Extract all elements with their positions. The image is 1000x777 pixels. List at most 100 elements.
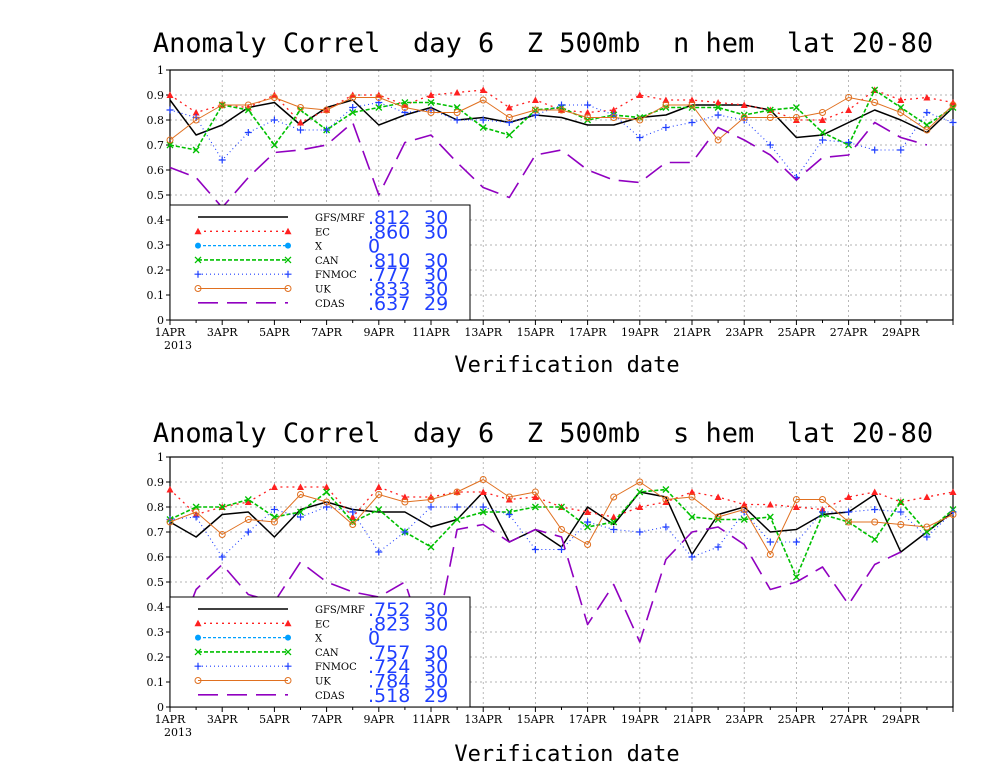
data-point — [192, 503, 200, 511]
data-point — [531, 96, 539, 103]
legend-series-count: 30 — [424, 221, 448, 243]
data-point — [375, 491, 383, 498]
data-point — [244, 496, 252, 503]
data-point — [349, 94, 357, 101]
data-point — [584, 109, 592, 116]
data-point — [871, 536, 879, 543]
data-point — [897, 498, 905, 506]
data-point — [244, 129, 252, 136]
y-tick-label: 0.1 — [147, 289, 165, 302]
year-label: 2013 — [164, 339, 192, 352]
legend-marker — [285, 634, 291, 641]
legend-series-name: GFS/MRF — [315, 605, 365, 616]
data-point — [558, 106, 565, 114]
data-point — [479, 503, 487, 511]
legend-series-mean: 0 — [368, 628, 380, 650]
data-point — [270, 518, 278, 526]
data-point — [297, 104, 304, 111]
data-point — [714, 513, 722, 521]
series-line — [169, 491, 954, 556]
data-point — [610, 513, 618, 520]
data-point — [714, 493, 722, 500]
y-tick-label: 1 — [157, 451, 164, 464]
data-point — [401, 99, 409, 106]
data-point — [375, 104, 383, 111]
data-point — [401, 498, 409, 506]
data-point — [897, 146, 905, 154]
data-point — [375, 94, 383, 101]
data-point — [453, 104, 461, 111]
data-point — [740, 501, 748, 508]
data-point — [270, 483, 278, 490]
x-tick-label: 9APR — [363, 326, 394, 339]
data-point — [897, 521, 905, 528]
legend-series-name: FNMOC — [315, 662, 357, 673]
data-point — [401, 104, 409, 111]
data-point — [453, 89, 461, 96]
series-cdas — [169, 523, 902, 663]
data-point — [375, 483, 383, 490]
x-tick-label: 13APR — [464, 713, 502, 726]
data-point — [871, 99, 879, 106]
data-point — [166, 136, 174, 144]
data-point — [479, 476, 487, 483]
data-point — [845, 106, 853, 113]
y-tick-label: 0.7 — [147, 139, 165, 152]
data-point — [819, 129, 826, 136]
legend-series-name: CAN — [315, 256, 339, 267]
data-point — [218, 101, 226, 109]
data-point — [218, 531, 226, 538]
data-point — [531, 488, 539, 496]
y-tick-label: 0.5 — [147, 576, 165, 589]
x-tick-label: 25APR — [778, 326, 816, 339]
legend-marker — [195, 634, 201, 641]
data-point — [479, 488, 487, 495]
y-tick-label: 0.6 — [147, 551, 165, 564]
y-tick-label: 0.5 — [147, 189, 165, 202]
data-point — [766, 501, 774, 508]
data-point — [714, 543, 722, 551]
data-point — [270, 141, 278, 149]
data-point — [479, 86, 487, 93]
data-point — [479, 116, 487, 124]
legend-series-count: 30 — [424, 279, 448, 301]
data-point — [688, 119, 696, 126]
data-point — [871, 518, 879, 526]
data-point — [923, 528, 931, 536]
data-point — [427, 109, 435, 116]
data-point — [792, 573, 800, 581]
data-point — [714, 104, 722, 111]
data-point — [636, 116, 644, 124]
series-line — [169, 523, 902, 663]
data-point — [923, 523, 931, 531]
data-point — [584, 518, 592, 526]
data-point — [871, 146, 879, 154]
legend-entry: EC .860 30 — [194, 221, 448, 243]
legend-marker — [284, 227, 292, 235]
legend-box — [169, 204, 471, 321]
chart-title: Anomaly Correl day 6 Z 500mb s hem lat 2… — [153, 418, 933, 449]
data-point — [375, 506, 383, 513]
legend-series-mean: .810 — [368, 250, 410, 272]
data-point — [610, 526, 618, 533]
data-point — [688, 553, 696, 561]
data-point — [636, 528, 644, 536]
data-point — [714, 99, 722, 106]
legend-series-mean: 0 — [368, 236, 380, 258]
legend-series-count: 30 — [424, 671, 448, 693]
data-point — [505, 114, 513, 121]
data-point — [453, 116, 461, 124]
data-point — [166, 486, 174, 493]
series-can — [166, 486, 957, 581]
data-point — [688, 96, 696, 103]
legend-marker — [194, 227, 202, 235]
data-point — [584, 508, 592, 515]
data-point — [636, 478, 644, 486]
legend-series-count: 30 — [424, 250, 448, 272]
legend-marker — [284, 662, 292, 670]
data-point — [244, 106, 252, 114]
legend-marker — [284, 285, 292, 292]
x-tick-label: 11APR — [412, 713, 450, 726]
y-tick-label: 0.1 — [147, 676, 165, 689]
